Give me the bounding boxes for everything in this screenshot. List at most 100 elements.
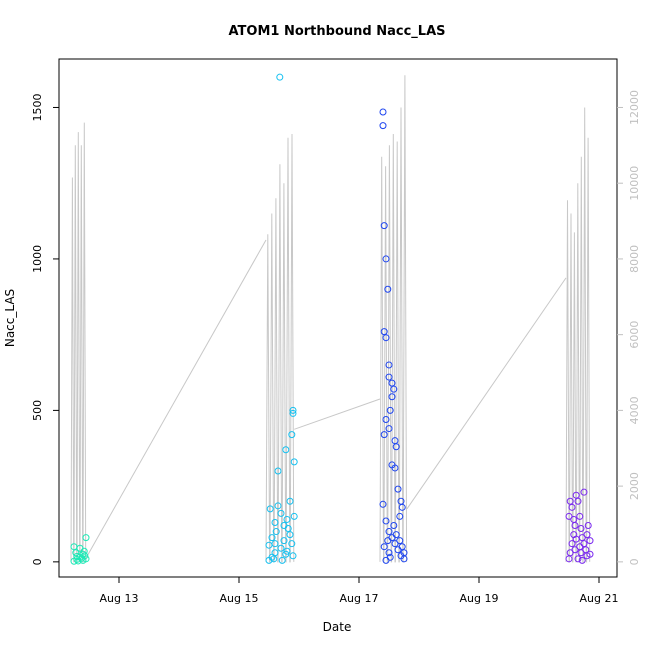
y-tick-label: 1500: [31, 93, 44, 121]
scatter-point: [583, 531, 591, 539]
scatter-point: [385, 528, 393, 536]
scatter-point: [568, 540, 576, 548]
scatter-point: [586, 537, 594, 545]
scatter-point: [289, 406, 297, 414]
scatter-point: [274, 502, 282, 510]
scatter-point: [384, 537, 392, 545]
scatter-point: [396, 512, 404, 520]
scatter-point: [82, 555, 90, 563]
scatter-point: [276, 73, 284, 81]
line-burst: [565, 107, 591, 563]
scatter-point: [379, 108, 387, 116]
scatter-point: [390, 385, 398, 393]
y-tick-label: 500: [31, 400, 44, 421]
y2-tick-label: 4000: [628, 396, 641, 424]
scatter-point: [576, 512, 584, 520]
scatter-point: [288, 540, 296, 548]
scatter-point: [78, 554, 86, 562]
line-connector: [294, 398, 381, 430]
scatter-point: [385, 361, 393, 369]
x-tick-label: Aug 15: [220, 592, 259, 605]
scatter-point: [274, 467, 282, 475]
scatter-point: [72, 549, 80, 557]
scatter-point: [568, 503, 576, 511]
scatter-point: [290, 458, 298, 466]
line-connector: [406, 277, 567, 510]
plot-layer: Aug 13 Aug 15 Aug 17 Aug 19 Aug 21 0 500 1000 15…: [31, 58, 641, 605]
scatter-point: [283, 547, 291, 555]
scatter-point: [283, 515, 291, 523]
scatter-point: [385, 425, 393, 433]
scatter-point: [391, 540, 399, 548]
scatter-point: [270, 555, 278, 563]
line-burst: [265, 133, 295, 563]
scatter-point: [388, 379, 396, 387]
line-connector: [85, 239, 267, 559]
x-tick-label: Aug 21: [580, 592, 619, 605]
x-tick-label: Aug 17: [340, 592, 379, 605]
scatter-point: [282, 550, 290, 558]
scatter-point: [379, 500, 387, 508]
x-axis-label: Date: [323, 620, 352, 634]
scatter-point: [271, 518, 279, 526]
scatter-point: [398, 543, 406, 551]
x-tick-label: Aug 13: [100, 592, 139, 605]
scatter-point: [565, 512, 573, 520]
y2-tick-label: 8000: [628, 245, 641, 273]
y2-tick-label: 2000: [628, 472, 641, 500]
scatter-point: [82, 534, 90, 542]
scatter-point: [392, 531, 400, 539]
scatter-point: [578, 556, 586, 564]
y-tick-label: 1000: [31, 245, 44, 273]
chart-title: ATOM1 Northbound Nacc_LAS: [228, 24, 445, 39]
scatter-point: [386, 406, 394, 414]
scatter-point: [380, 543, 388, 551]
scatter-point: [584, 522, 592, 530]
scatter-point: [382, 334, 390, 342]
scatter-point: [380, 222, 388, 230]
scatter-point: [576, 543, 584, 551]
scatter-point: [390, 522, 398, 530]
scatter-point: [572, 535, 580, 543]
scatter-point: [574, 555, 582, 563]
scatter-point: [577, 525, 585, 533]
scatter-point: [382, 255, 390, 263]
scatter-point: [80, 547, 88, 555]
scatter-point: [382, 415, 390, 423]
scatter-point: [566, 497, 574, 505]
scatter-point: [400, 549, 408, 557]
scatter-point: [386, 553, 394, 561]
scatter-point: [282, 446, 290, 454]
scatter-point: [384, 285, 392, 293]
scatter-point: [379, 122, 387, 130]
y2-tick-label: 12000: [628, 90, 641, 125]
scatter-point: [284, 525, 292, 533]
scatter-point: [570, 515, 578, 523]
plot-frame: [58, 58, 618, 578]
scatter-point: [385, 549, 393, 557]
scatter-point: [277, 509, 285, 517]
scatter-point: [394, 485, 402, 493]
x-tick-label: Aug 19: [460, 592, 499, 605]
scatter-point: [280, 537, 288, 545]
y2-tick-label: 10000: [628, 166, 641, 201]
line-burst: [70, 122, 87, 563]
scatter-point: [385, 373, 393, 381]
scatter-point: [271, 549, 279, 557]
scatter-point: [574, 497, 582, 505]
scatter-point: [382, 517, 390, 525]
scatter-point: [277, 544, 285, 552]
scatter-point: [571, 546, 579, 554]
scatter-point: [580, 488, 588, 496]
scatter-point: [572, 491, 580, 499]
scatter-point: [266, 505, 274, 513]
y-tick-label: 0: [31, 558, 44, 565]
scatter-point: [286, 531, 294, 539]
y-axis-label: Nacc_LAS: [3, 289, 17, 347]
scatter-point: [268, 534, 276, 542]
scatter-point: [271, 540, 279, 548]
scatter-point: [380, 328, 388, 336]
scatter-point: [380, 431, 388, 439]
